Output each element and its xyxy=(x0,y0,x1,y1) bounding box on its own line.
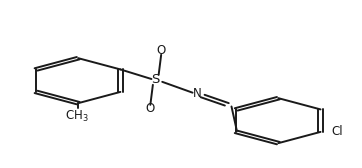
Text: O: O xyxy=(156,44,166,57)
Text: N: N xyxy=(193,88,202,100)
Text: CH$_3$: CH$_3$ xyxy=(64,109,88,124)
Text: Cl: Cl xyxy=(331,125,343,138)
Text: S: S xyxy=(152,73,160,86)
Text: O: O xyxy=(146,102,155,115)
